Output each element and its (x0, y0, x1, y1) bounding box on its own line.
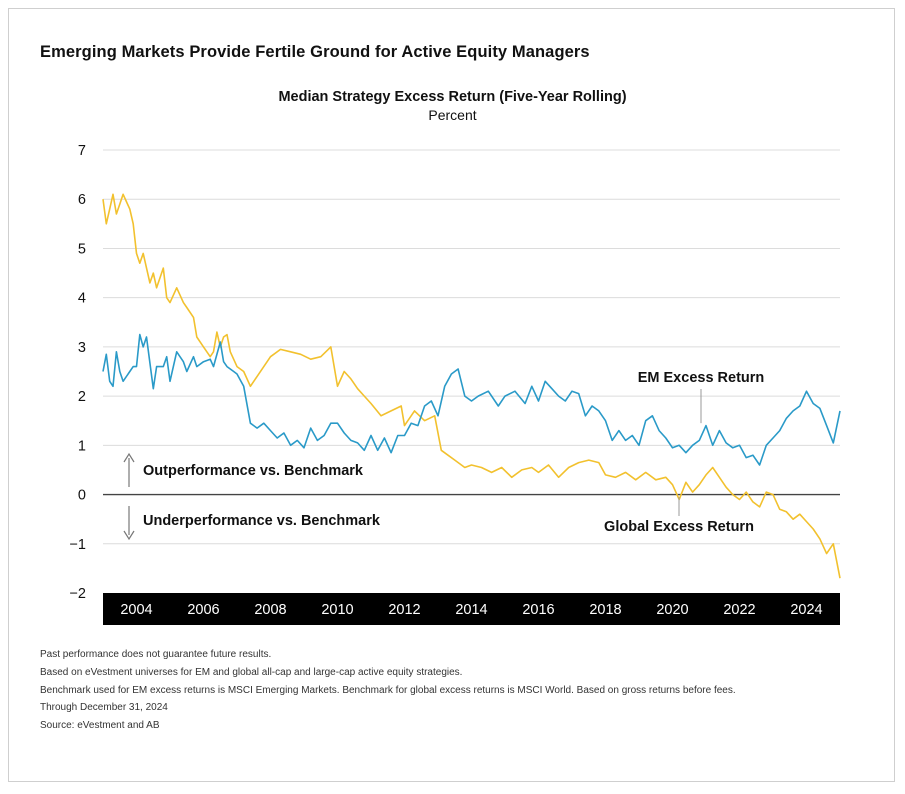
footnotes: Past performance does not guarantee futu… (40, 646, 736, 735)
page-title: Emerging Markets Provide Fertile Ground … (40, 43, 590, 61)
y-tick-label: 3 (78, 340, 86, 356)
y-tick-label: −2 (69, 586, 86, 602)
y-tick-label: 6 (78, 192, 86, 208)
y-axis-ticks: 7 6 5 4 3 2 1 0 −1 −2 (69, 143, 86, 602)
x-tick-label: 2024 (790, 602, 822, 618)
y-tick-label: 5 (78, 241, 86, 257)
x-tick-label: 2010 (321, 602, 353, 618)
footnote: Benchmark used for EM excess returns is … (40, 684, 736, 696)
x-tick-label: 2006 (187, 602, 219, 618)
y-tick-label: −1 (69, 537, 86, 553)
chart-title: Median Strategy Excess Return (Five-Year… (278, 89, 627, 105)
underperformance-label: Underperformance vs. Benchmark (143, 513, 381, 529)
y-tick-label: 1 (78, 438, 86, 454)
x-tick-label: 2016 (522, 602, 554, 618)
x-tick-label: 2020 (656, 602, 688, 618)
x-tick-label: 2022 (723, 602, 755, 618)
outperformance-label: Outperformance vs. Benchmark (143, 463, 364, 479)
footnote: Through December 31, 2024 (40, 702, 168, 714)
x-axis-ticks: 2004 2006 2008 2010 2012 2014 2016 2018 2020 2022… (120, 602, 822, 618)
chart-frame (8, 8, 895, 782)
x-axis-band (103, 593, 840, 625)
down-arrow-icon (123, 530, 135, 541)
em-series-line (102, 333, 841, 466)
x-tick-label: 2008 (254, 602, 286, 618)
series-lines (102, 193, 841, 579)
footnote: Source: eVestment and AB (40, 720, 160, 732)
up-arrow-icon (123, 452, 135, 463)
footnote: Based on eVestment universes for EM and … (40, 666, 463, 678)
x-tick-label: 2004 (120, 602, 152, 618)
x-tick-label: 2018 (589, 602, 621, 618)
x-tick-label: 2012 (388, 602, 420, 618)
y-tick-label: 4 (78, 291, 86, 307)
x-tick-label: 2014 (455, 602, 487, 618)
global-series-label: Global Excess Return (604, 519, 754, 535)
y-tick-label: 7 (78, 143, 86, 159)
annotations: EM Excess Return Global Excess Return Outp… (123, 370, 765, 541)
chart-subtitle: Percent (428, 107, 477, 123)
global-series-line (102, 193, 841, 579)
y-tick-label: 0 (78, 488, 86, 504)
y-tick-label: 2 (78, 389, 86, 405)
footnote: Past performance does not guarantee futu… (40, 649, 272, 660)
em-series-label: EM Excess Return (638, 370, 765, 386)
grid-lines (103, 149, 840, 545)
